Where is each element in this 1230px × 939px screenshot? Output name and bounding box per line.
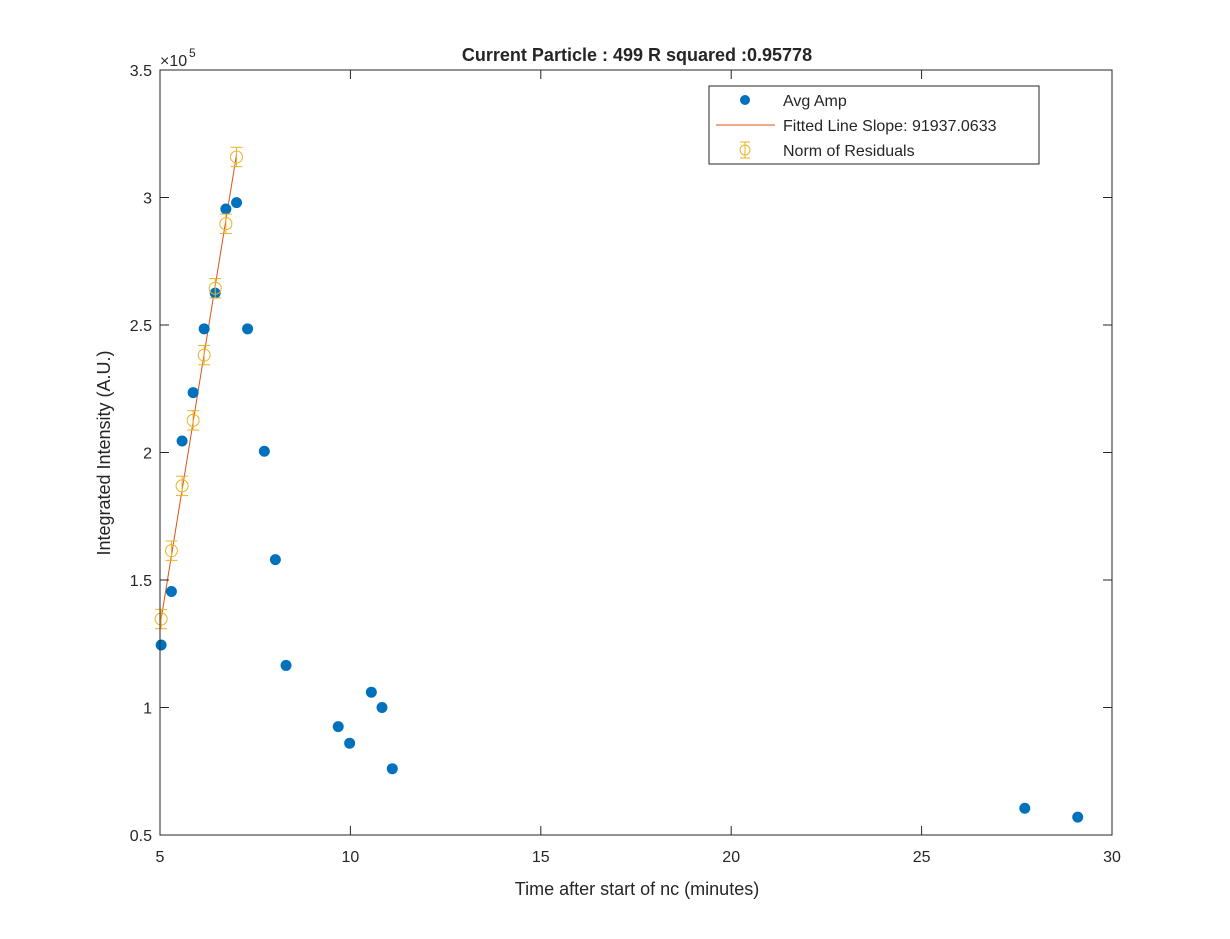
avg-amp-point xyxy=(165,585,177,597)
residual-point xyxy=(164,544,178,558)
residual-point xyxy=(186,413,200,427)
residual-point xyxy=(175,479,189,493)
avg-amp-point xyxy=(365,686,377,698)
x-tick-label: 15 xyxy=(532,849,550,866)
residual-errorbar xyxy=(230,146,244,168)
y-tick-label: 1.5 xyxy=(130,573,152,590)
avg-amp-point xyxy=(344,737,356,749)
x-tick-label: 30 xyxy=(1103,849,1121,866)
legend-label: Norm of Residuals xyxy=(783,143,915,160)
residual-point xyxy=(197,348,211,362)
y-axis-label: Integrated Intensity (A.U.) xyxy=(94,350,114,555)
avg-amp-point xyxy=(176,435,188,447)
legend: Avg Amp Fitted Line Slope: 91937.0633 Norm… xyxy=(708,85,1040,165)
y-tick-label: 3 xyxy=(143,191,152,208)
residual-errorbar xyxy=(219,213,233,234)
x-tick-label: 20 xyxy=(722,849,740,866)
avg-amp-point xyxy=(155,639,167,651)
residual-errorbar xyxy=(208,278,222,299)
legend-residual-marker xyxy=(739,144,751,156)
residual-errorbar xyxy=(197,344,211,366)
x-tick-label: 10 xyxy=(342,849,360,866)
avg-amp-point xyxy=(280,659,292,671)
legend-label: Fitted Line Slope: 91937.0633 xyxy=(783,118,997,135)
axis-ticks: 5 10 15 20 25 30 0.5 1 1.5 2 2.5 3 3.5 xyxy=(130,63,1121,866)
y-exponent-base: ×10 xyxy=(160,53,187,70)
avg-amp-point xyxy=(242,323,254,335)
avg-amp-point xyxy=(269,554,281,566)
residual-point xyxy=(219,217,233,231)
chart-marks xyxy=(154,146,1084,823)
residual-errorbar xyxy=(186,410,200,431)
chart-title: Current Particle : 499 R squared :0.9577… xyxy=(462,45,812,65)
y-exponent-label: ×10 5 xyxy=(160,46,196,70)
residual-errorbar xyxy=(164,540,178,561)
x-tick-label: 5 xyxy=(156,849,165,866)
residual-point xyxy=(230,150,244,164)
legend-label: Avg Amp xyxy=(783,93,847,110)
plot-area xyxy=(160,70,1112,835)
avg-amp-point xyxy=(220,203,232,215)
legend-avg-amp-marker xyxy=(740,95,750,105)
y-tick-label: 2.5 xyxy=(130,318,152,335)
avg-amp-point xyxy=(198,323,210,335)
x-tick-label: 25 xyxy=(913,849,931,866)
residual-point xyxy=(208,281,222,295)
avg-amp-point xyxy=(1019,802,1031,814)
avg-amp-point xyxy=(376,702,388,713)
avg-amp-point xyxy=(258,445,270,457)
residual-errorbar xyxy=(175,475,189,497)
y-tick-label: 1 xyxy=(143,701,152,718)
residual-point xyxy=(154,612,168,626)
residual-errorbar xyxy=(154,608,168,630)
y-exponent-power: 5 xyxy=(189,46,196,60)
y-tick-label: 3.5 xyxy=(130,63,152,80)
fitted-line xyxy=(160,154,238,620)
avg-amp-point xyxy=(187,387,199,399)
avg-amp-point xyxy=(332,721,344,733)
avg-amp-point xyxy=(231,197,243,209)
x-axis-label: Time after start of nc (minutes) xyxy=(515,879,759,899)
y-tick-label: 2 xyxy=(143,446,152,463)
avg-amp-point xyxy=(1072,811,1084,823)
y-tick-label: 0.5 xyxy=(130,828,152,845)
avg-amp-point xyxy=(386,763,398,775)
